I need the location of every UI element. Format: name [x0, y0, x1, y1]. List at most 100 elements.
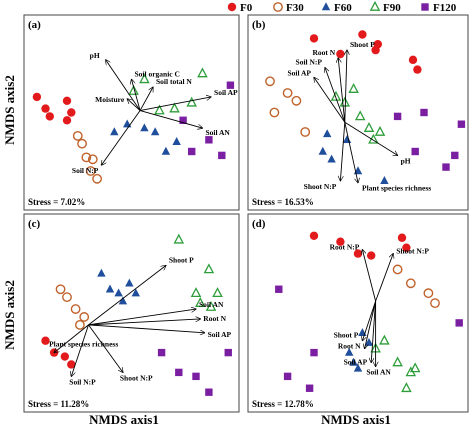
point-f90: [197, 67, 208, 78]
vector-root-n: [88, 319, 201, 326]
y-axis-title-top: NMDS axis2: [2, 75, 17, 145]
point-f90: [173, 233, 185, 244]
point-f90: [154, 104, 165, 115]
point-f90: [392, 356, 403, 367]
vector-label-soil-n-p: Soil N:P: [69, 377, 96, 386]
vector-label-soil-ap: Soil AP: [344, 358, 368, 367]
point-f90: [212, 287, 223, 298]
point-f90: [401, 382, 412, 393]
legend-marker-f30: [273, 2, 283, 12]
vector-moisture: [127, 99, 141, 111]
point-f30: [405, 278, 416, 289]
point-f0: [408, 55, 418, 65]
panel-letter: (b): [252, 19, 266, 31]
point-f0: [358, 30, 367, 39]
point-f90: [203, 263, 215, 274]
panel-frame: [23, 213, 240, 413]
point-f30: [87, 154, 98, 165]
point-f0: [32, 92, 42, 102]
vector-label-soil-total-n: Soil total N: [156, 77, 192, 86]
point-f0: [62, 116, 72, 125]
point-f90: [128, 84, 139, 95]
vector-label-plant-species-richness: Plant species richness: [49, 340, 118, 349]
vector-root-n-p: [362, 250, 377, 302]
vector-label-soil-an: Soil AN: [205, 128, 230, 137]
point-f60: [114, 288, 123, 297]
vector-shoot-p: [362, 300, 377, 341]
point-f90: [139, 73, 150, 84]
point-f90: [330, 90, 342, 101]
point-f30: [300, 127, 311, 137]
point-f120: [224, 348, 232, 357]
vector-plant-species-richness: [344, 122, 358, 182]
point-f120: [420, 108, 428, 117]
vector-label-soil-an: Soil AN: [199, 300, 224, 309]
point-f60: [110, 127, 119, 136]
vector-soil-ap: [140, 97, 211, 111]
legend-marker-f90: [369, 0, 381, 11]
vector-label-ph: pH: [401, 156, 411, 165]
vector-root-n: [338, 58, 346, 123]
point-f60: [105, 284, 115, 293]
point-f60: [150, 127, 160, 136]
vector-root-n: [365, 301, 377, 349]
vector-label-soil-n-p: Soil N:P: [72, 166, 99, 175]
vector-label-root-n-p: Root N:P: [330, 243, 360, 252]
point-f90: [195, 297, 206, 307]
vector-soil-an: [139, 110, 202, 129]
point-f30: [77, 138, 87, 149]
vector-label-shoot-n-p: Shoot N:P: [120, 373, 153, 382]
legend: F0 F30 F60 F90 F120: [227, 0, 457, 14]
vector-label-soil-ap: Soil AP: [287, 68, 311, 77]
point-f60: [318, 146, 327, 155]
vector-label-soil-an: Soil AN: [366, 367, 391, 376]
point-f120: [205, 136, 213, 144]
point-f30: [291, 95, 302, 106]
point-f30: [85, 166, 96, 176]
point-f0: [353, 249, 363, 258]
legend-marker-f0: [227, 2, 237, 12]
point-f120: [393, 112, 402, 121]
legend-label-f90: F90: [383, 2, 401, 14]
point-f90: [190, 287, 202, 298]
vector-shoot-p: [88, 265, 166, 326]
point-f120: [451, 151, 459, 160]
point-f0: [413, 65, 422, 74]
point-f60: [161, 146, 171, 155]
legend-label-f30: F30: [286, 2, 304, 14]
vector-shoot-n-p: [375, 254, 394, 302]
point-f60: [118, 296, 128, 305]
point-f30: [75, 319, 85, 330]
panel-letter: (c): [28, 218, 41, 230]
point-f30: [392, 264, 403, 275]
point-f90: [354, 110, 366, 121]
point-f60: [131, 288, 140, 297]
point-f30: [423, 288, 434, 299]
vector-soil-ap: [314, 77, 346, 123]
point-f90: [405, 366, 417, 377]
vector-soil-n-p: [71, 324, 89, 376]
point-f0: [309, 34, 319, 43]
legend-marker-f120: [421, 3, 429, 11]
vector-shoot-p: [345, 50, 347, 123]
point-f90: [409, 362, 421, 373]
point-f60: [172, 137, 181, 145]
point-f60: [327, 154, 336, 163]
point-f60: [345, 347, 354, 356]
point-f30: [269, 107, 280, 118]
point-f0: [309, 231, 319, 240]
stress-label: Stress = 11.28%: [28, 399, 89, 409]
vector-label-shoot-p: Shoot P: [169, 255, 194, 264]
point-f90: [205, 300, 217, 311]
vector-label-soil-ap: Soil AP: [208, 330, 232, 339]
vector-ph: [344, 121, 398, 155]
vector-label-root-n: Root N: [203, 314, 226, 323]
point-f30: [79, 312, 90, 322]
point-f60: [380, 176, 389, 184]
point-f90: [363, 122, 375, 132]
point-f120: [455, 319, 463, 327]
point-f120: [457, 120, 466, 128]
vector-soil-an: [88, 309, 197, 326]
